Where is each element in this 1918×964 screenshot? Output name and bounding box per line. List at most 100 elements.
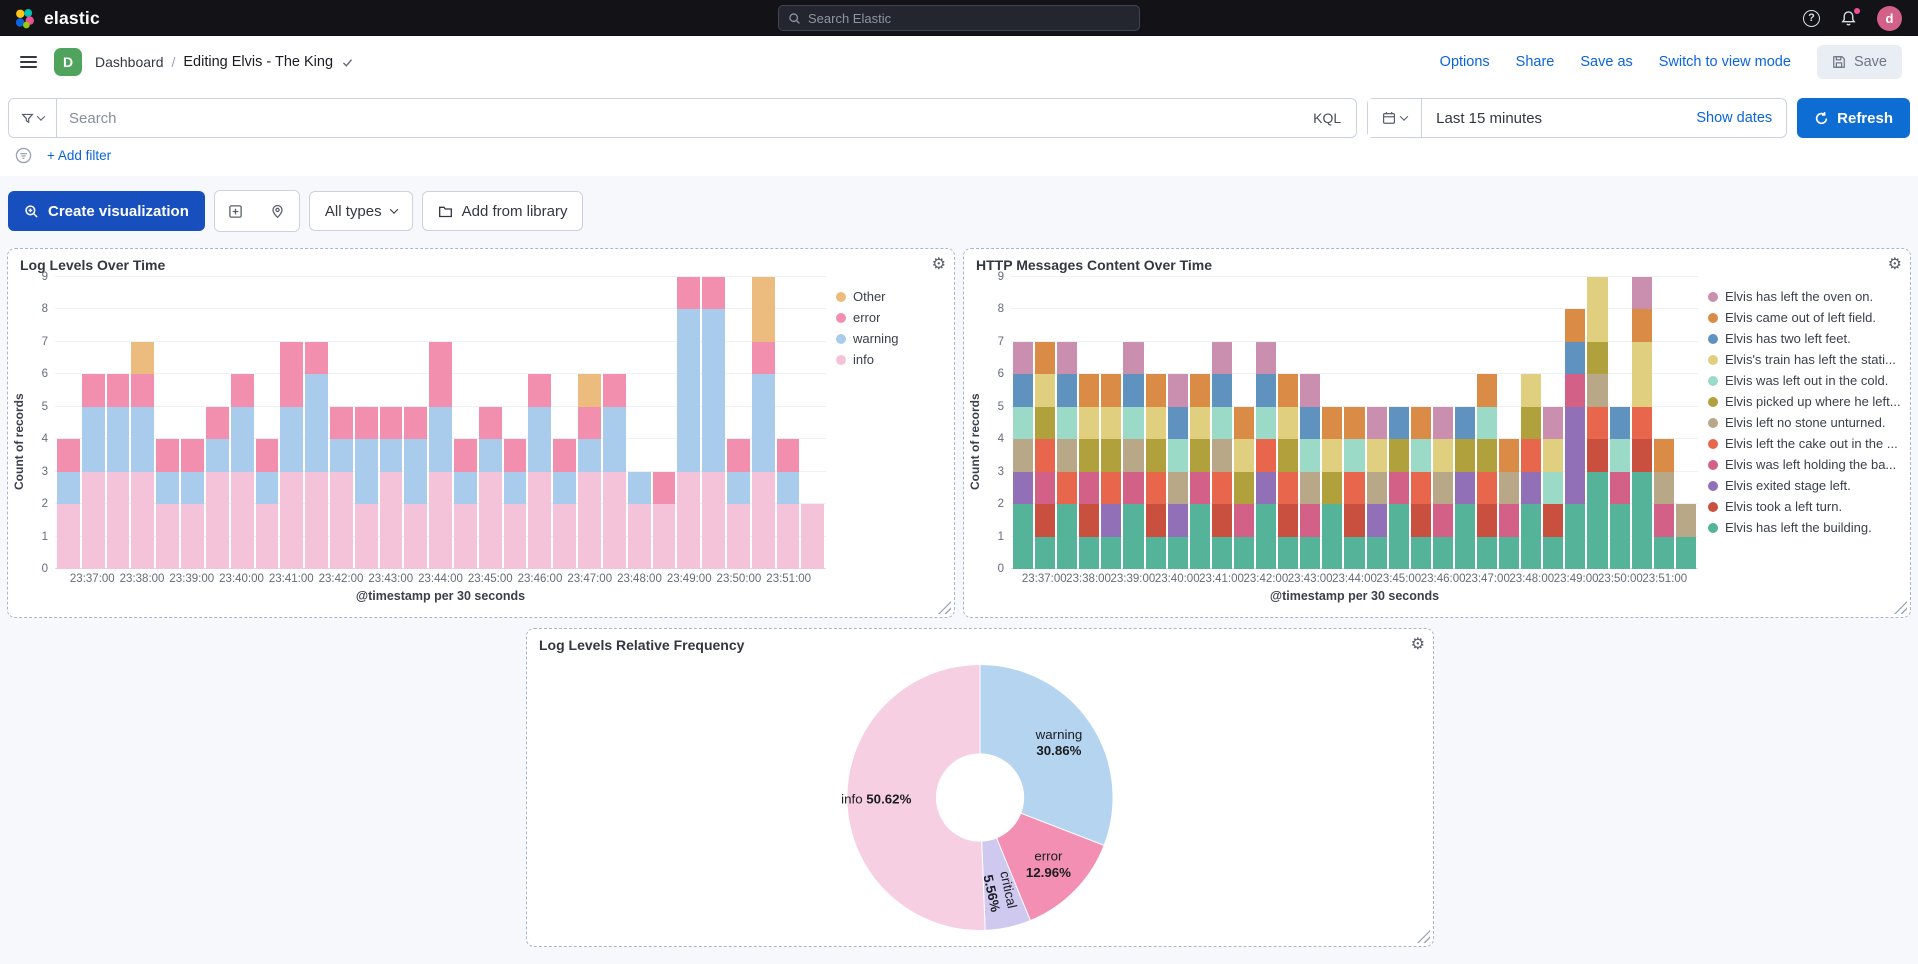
bar-segment[interactable] bbox=[1344, 439, 1365, 472]
bar-segment[interactable] bbox=[429, 341, 452, 407]
bar-segment[interactable] bbox=[1256, 341, 1277, 375]
bar-segment[interactable] bbox=[1278, 439, 1299, 472]
bar-segment[interactable] bbox=[1145, 406, 1166, 440]
bar-segment[interactable] bbox=[677, 277, 701, 310]
bar-segment[interactable] bbox=[553, 471, 577, 505]
bar-segment[interactable] bbox=[1609, 504, 1630, 569]
bar[interactable] bbox=[553, 277, 577, 569]
bar-segment[interactable] bbox=[1211, 536, 1232, 569]
bar-segment[interactable] bbox=[726, 471, 750, 505]
bar[interactable] bbox=[156, 277, 180, 569]
bar[interactable] bbox=[1454, 277, 1475, 569]
bar[interactable] bbox=[1432, 277, 1453, 569]
bar-segment[interactable] bbox=[1233, 504, 1255, 537]
bar-segment[interactable] bbox=[280, 471, 304, 569]
bar-segment[interactable] bbox=[602, 374, 626, 407]
bar[interactable] bbox=[1123, 277, 1144, 569]
legend-item[interactable]: Elvis picked up where he left... bbox=[1708, 394, 1900, 409]
bar[interactable] bbox=[1256, 277, 1277, 569]
bar-segment[interactable] bbox=[181, 439, 204, 472]
bar-segment[interactable] bbox=[1189, 439, 1210, 472]
bar-segment[interactable] bbox=[1366, 406, 1387, 440]
bar-segment[interactable] bbox=[1322, 504, 1343, 569]
bar-segment[interactable] bbox=[1432, 471, 1453, 505]
bar-segment[interactable] bbox=[677, 309, 701, 472]
bar-segment[interactable] bbox=[1344, 471, 1365, 505]
bar-segment[interactable] bbox=[1410, 536, 1431, 569]
bar-segment[interactable] bbox=[528, 471, 552, 569]
bar-segment[interactable] bbox=[156, 439, 180, 472]
bar-segment[interactable] bbox=[1079, 374, 1100, 407]
bar-segment[interactable] bbox=[1609, 439, 1630, 472]
bar-segment[interactable] bbox=[1189, 406, 1210, 440]
bar-segment[interactable] bbox=[255, 504, 279, 569]
bar-segment[interactable] bbox=[205, 406, 229, 440]
bar-segment[interactable] bbox=[1035, 406, 1056, 440]
bar[interactable] bbox=[305, 277, 328, 569]
bar-segment[interactable] bbox=[1013, 504, 1034, 569]
bar-segment[interactable] bbox=[1167, 504, 1188, 537]
bar-segment[interactable] bbox=[1278, 471, 1299, 505]
bar-segment[interactable] bbox=[1521, 406, 1542, 440]
help-icon[interactable]: ? bbox=[1801, 8, 1822, 29]
bar[interactable] bbox=[1675, 277, 1696, 569]
add-panel-icon[interactable] bbox=[214, 191, 257, 231]
bar-segment[interactable] bbox=[1565, 374, 1586, 407]
bar-segment[interactable] bbox=[1211, 341, 1232, 375]
bar[interactable] bbox=[379, 277, 403, 569]
bar-segment[interactable] bbox=[1167, 439, 1188, 472]
bar-segment[interactable] bbox=[503, 439, 527, 472]
donut-slice[interactable] bbox=[846, 664, 986, 931]
bar-segment[interactable] bbox=[1256, 406, 1277, 440]
bar-segment[interactable] bbox=[1233, 471, 1255, 505]
bar-segment[interactable] bbox=[1057, 341, 1078, 375]
bar-segment[interactable] bbox=[1123, 504, 1144, 569]
bar-segment[interactable] bbox=[1454, 439, 1475, 472]
bar-segment[interactable] bbox=[1233, 439, 1255, 472]
bar-segment[interactable] bbox=[1300, 504, 1321, 537]
switch-to-view-mode-button[interactable]: Switch to view mode bbox=[1658, 54, 1791, 70]
bar-segment[interactable] bbox=[1211, 504, 1232, 537]
bar[interactable] bbox=[528, 277, 552, 569]
bar-segment[interactable] bbox=[1454, 406, 1475, 440]
bar-segment[interactable] bbox=[1543, 439, 1564, 472]
bar-segment[interactable] bbox=[205, 471, 229, 569]
bar[interactable] bbox=[230, 277, 254, 569]
bar-segment[interactable] bbox=[1609, 471, 1630, 505]
bar[interactable] bbox=[1388, 277, 1409, 569]
bar-segment[interactable] bbox=[1013, 374, 1034, 407]
bar[interactable] bbox=[1211, 277, 1232, 569]
bar[interactable] bbox=[429, 277, 452, 569]
bar-segment[interactable] bbox=[354, 406, 378, 440]
bar-segment[interactable] bbox=[1079, 406, 1100, 440]
bar-segment[interactable] bbox=[1454, 504, 1475, 569]
bar-segment[interactable] bbox=[230, 471, 254, 569]
bar[interactable] bbox=[751, 277, 775, 569]
elastic-logo[interactable]: elastic bbox=[14, 8, 100, 29]
legend-item[interactable]: Elvis has left the oven on. bbox=[1708, 289, 1900, 304]
bar-segment[interactable] bbox=[1587, 439, 1608, 472]
bar-segment[interactable] bbox=[1366, 536, 1387, 569]
bar[interactable] bbox=[1521, 277, 1542, 569]
panel-title[interactable]: HTTP Messages Content Over Time bbox=[976, 257, 1212, 273]
bar-segment[interactable] bbox=[1035, 374, 1056, 407]
legend-item[interactable]: Elvis was left out in the cold. bbox=[1708, 373, 1900, 388]
bar[interactable] bbox=[1565, 277, 1586, 569]
bar-segment[interactable] bbox=[1388, 439, 1409, 472]
bar-segment[interactable] bbox=[1123, 471, 1144, 505]
bar-segment[interactable] bbox=[131, 341, 155, 375]
bar-segment[interactable] bbox=[1410, 471, 1431, 505]
bar-segment[interactable] bbox=[751, 341, 775, 375]
bar-segment[interactable] bbox=[1145, 439, 1166, 472]
bar[interactable] bbox=[1278, 277, 1299, 569]
add-from-library-button[interactable]: Add from library bbox=[421, 191, 584, 231]
bar-segment[interactable] bbox=[1211, 374, 1232, 407]
bar[interactable] bbox=[627, 277, 651, 569]
bar-segment[interactable] bbox=[1123, 374, 1144, 407]
bar-segment[interactable] bbox=[1101, 536, 1122, 569]
kql-search-input[interactable] bbox=[57, 99, 1299, 137]
bar-segment[interactable] bbox=[1278, 406, 1299, 440]
bar-segment[interactable] bbox=[1145, 536, 1166, 569]
bar-segment[interactable] bbox=[1145, 504, 1166, 537]
bar-segment[interactable] bbox=[255, 471, 279, 505]
